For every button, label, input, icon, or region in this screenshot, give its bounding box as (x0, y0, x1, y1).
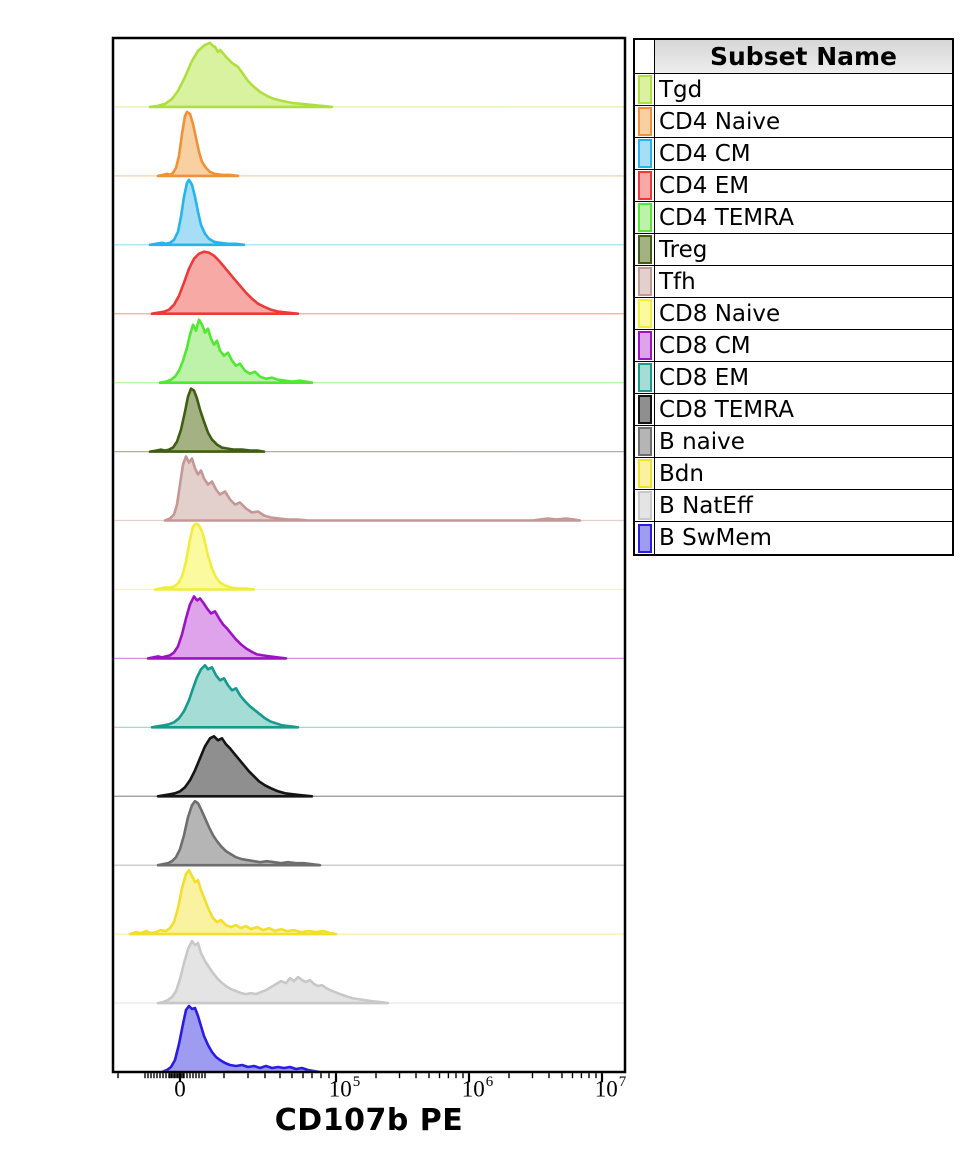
histogram-b-nateff (156, 939, 390, 1005)
histogram-bdn (128, 868, 338, 936)
legend-label-b-nateff: B NatEff (659, 492, 753, 519)
legend-row-cd4-cm: CD4 CM (635, 138, 952, 170)
legend-row-cd4-em: CD4 EM (635, 170, 952, 202)
plot-border (111, 36, 627, 1074)
x-axis-title: CD107b PE (274, 1103, 464, 1138)
legend-label-b-swmem: B SwMem (659, 525, 772, 551)
legend-swatch-cd4-em (637, 171, 652, 200)
legend-swatch-column-header (635, 40, 655, 73)
histogram-cd8-em (150, 664, 300, 729)
legend-row-cd8-cm: CD8 CM (635, 330, 952, 362)
x-tick-label-1e5: 105 (328, 1074, 361, 1102)
legend-swatch-treg (637, 235, 652, 264)
legend-swatch-cell (635, 106, 655, 137)
legend-row-b-swmem: B SwMem (635, 522, 952, 554)
legend-swatch-cell (635, 394, 655, 425)
legend-swatch-cd8-em (637, 363, 652, 392)
legend-row-cd8-naive: CD8 Naive (635, 298, 952, 330)
legend-row-tgd: Tgd (635, 74, 952, 106)
legend-swatch-cell (635, 330, 655, 361)
legend-swatch-cd8-naive (637, 299, 652, 328)
x-tick-label-0: 0 (174, 1076, 186, 1102)
legend-swatch-cell (635, 490, 655, 521)
legend-label-cd8-cm: CD8 CM (659, 332, 751, 359)
legend-swatch-cell (635, 522, 655, 554)
legend-label-cd8-temra: CD8 TEMRA (659, 396, 794, 423)
legend-label-cd8-naive: CD8 Naive (659, 300, 781, 327)
legend-header-title: Subset Name (655, 40, 952, 73)
legend-swatch-b-nateff (637, 491, 652, 520)
histogram-treg (148, 387, 266, 453)
legend-row-tfh: Tfh (635, 266, 952, 298)
legend-swatch-b-naive (637, 427, 652, 456)
histogram-cd4-temra (158, 318, 314, 384)
legend-row-cd8-em: CD8 EM (635, 362, 952, 394)
x-axis-ticks (117, 1073, 604, 1083)
x-tick-label-1e6: 106 (461, 1074, 494, 1102)
legend-row-treg: Treg (635, 234, 952, 266)
legend-label-tgd: Tgd (659, 76, 703, 103)
histogram-cd8-naive (153, 522, 256, 591)
legend-label-cd4-cm: CD4 CM (659, 140, 751, 167)
histogram-b-swmem (161, 1004, 321, 1071)
legend-swatch-cell (635, 458, 655, 489)
histogram-cd4-cm (148, 178, 246, 247)
legend-swatch-cd4-cm (637, 139, 652, 168)
legend-label-b-naive: B naive (659, 428, 745, 455)
legend-row-b-nateff: B NatEff (635, 490, 952, 522)
legend-label-cd4-naive: CD4 Naive (659, 108, 781, 135)
legend-table: Subset Name Tgd CD4 Naive CD4 CM CD4 EM CD4 … (633, 38, 954, 556)
legend-swatch-cell (635, 138, 655, 169)
legend-swatch-cell (635, 170, 655, 201)
legend-swatch-bdn (637, 459, 652, 488)
legend-label-cd4-em: CD4 EM (659, 172, 750, 199)
histogram-cd8-temra (156, 735, 314, 798)
legend-label-bdn: Bdn (659, 460, 704, 487)
histogram-cd4-em (150, 250, 300, 315)
legend-swatch-cell (635, 426, 655, 457)
histogram-tfh (163, 455, 582, 522)
legend-swatch-cd8-temra (637, 395, 652, 424)
histogram-b-naive (156, 799, 322, 867)
legend-swatch-cell (635, 202, 655, 233)
histograms-group (114, 41, 624, 1071)
legend-swatch-cd4-naive (637, 107, 652, 136)
histogram-cd4-naive (156, 110, 240, 178)
legend-swatch-cell (635, 74, 655, 105)
legend-label-cd8-em: CD8 EM (659, 364, 750, 391)
legend-row-cd4-naive: CD4 Naive (635, 106, 952, 138)
legend-label-treg: Treg (659, 236, 708, 263)
legend-swatch-cell (635, 266, 655, 297)
legend-label-tfh: Tfh (659, 268, 696, 295)
legend-row-cd4-temra: CD4 TEMRA (635, 202, 952, 234)
legend-swatch-cell (635, 234, 655, 265)
legend-swatch-tfh (637, 267, 652, 296)
legend-swatch-cell (635, 298, 655, 329)
legend-row-bdn: Bdn (635, 458, 952, 490)
legend-row-cd8-temra: CD8 TEMRA (635, 394, 952, 426)
legend-swatch-b-swmem (637, 523, 652, 553)
legend-swatch-cd4-temra (637, 203, 652, 232)
legend-swatch-tgd (637, 75, 652, 104)
legend-header-row: Subset Name (635, 40, 952, 74)
histogram-tgd (148, 41, 334, 109)
x-tick-label-1e7: 107 (594, 1074, 627, 1102)
legend-swatch-cd8-cm (637, 331, 652, 360)
histogram-cd8-cm (146, 595, 288, 660)
legend-row-b-naive: B naive (635, 426, 952, 458)
legend-swatch-cell (635, 362, 655, 393)
legend-label-cd4-temra: CD4 TEMRA (659, 204, 794, 231)
